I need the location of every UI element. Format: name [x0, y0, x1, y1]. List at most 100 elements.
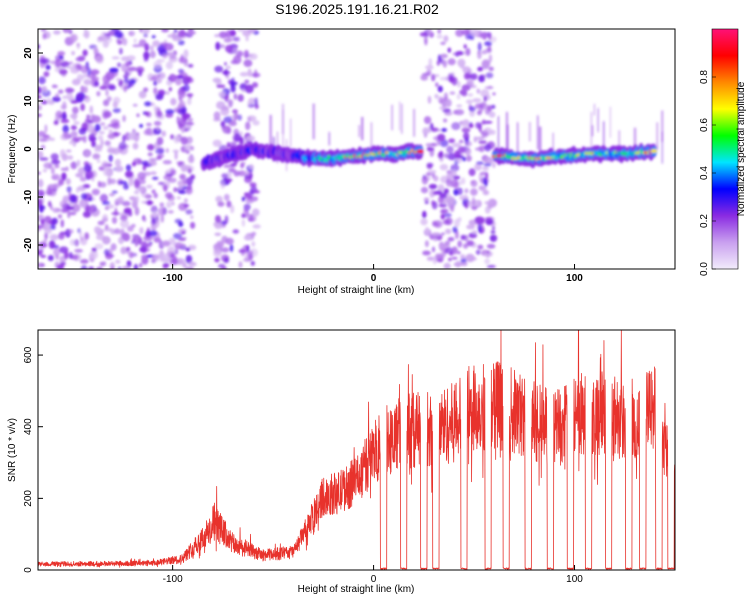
spectrogram-noise-blob [214, 223, 222, 230]
spectrogram-noise-blob [247, 100, 252, 106]
spectrogram-noise-blob [450, 164, 460, 172]
spectrogram-noise-blob [425, 65, 434, 70]
spectrogram-noise-blob [176, 115, 180, 125]
spectrogram-noise-blob [182, 178, 192, 185]
spectrogram-noise-blob [420, 186, 429, 194]
spectrogram-noise-blob [425, 226, 430, 235]
spectrogram-noise-blob [254, 97, 258, 107]
spectrogram-noise-blob [49, 137, 55, 141]
spectrogram-noise-blob [245, 135, 256, 142]
spectrogram-streak [597, 108, 599, 133]
spectrogram-noise-blob [422, 210, 427, 219]
spectrogram-noise-blob [239, 131, 243, 136]
spectrogram-noise-blob [426, 69, 432, 75]
spectrogram-noise-blob [80, 103, 85, 111]
spectrogram-noise-blob [142, 171, 152, 176]
spectrogram-noise-blob [427, 95, 432, 104]
spectrogram-noise-blob [485, 72, 494, 79]
spectrogram-noise-blob [110, 266, 115, 269]
spectrogram-noise-blob [110, 123, 119, 128]
spectrogram-noise-blob [243, 49, 250, 59]
spectrogram-noise-blob [238, 261, 243, 269]
spectrogram-noise-blob [233, 170, 241, 177]
spectrogram-noise-blob [125, 60, 131, 67]
spectrogram-noise-blob [483, 163, 492, 167]
spectrogram-noise-blob [183, 84, 190, 92]
spectrogram-noise-blob [128, 251, 134, 259]
spectrogram-noise-blob [102, 99, 110, 107]
spectrogram-noise-blob [94, 226, 101, 234]
spectrogram-noise-blob [51, 217, 58, 225]
spectrogram-noise-blob [52, 96, 61, 102]
spectrogram-noise-blob [478, 74, 485, 83]
spectrogram-noise-blob [53, 247, 61, 257]
spectrogram-noise-blob [50, 184, 59, 189]
spectrogram-noise-blob [185, 121, 195, 126]
spectrogram-noise-blob [153, 80, 158, 86]
spectrogram-noise-blob [40, 254, 47, 258]
spectrogram-noise-blob [82, 49, 88, 57]
spectrogram-noise-blob [60, 208, 69, 214]
spectrogram-noise-blob [233, 133, 241, 142]
spectrogram-noise-blob [440, 53, 448, 59]
spectrogram-noise-blob [218, 91, 227, 98]
spectrogram-noise-blob [451, 122, 461, 131]
spectrogram-noise-blob [127, 225, 134, 232]
spectrogram-noise-blob [102, 81, 111, 89]
spectrogram-noise-blob [451, 256, 458, 260]
colorbar-frame [711, 28, 739, 270]
spectrogram-noise-blob [144, 43, 150, 51]
spectrogram-noise-blob [85, 151, 90, 156]
spectrogram-noise-blob [108, 154, 113, 163]
spectrogram-noise-blob [171, 201, 175, 206]
spectrogram-noise-blob [75, 172, 84, 178]
spectrogram-noise-blob [179, 243, 186, 247]
spectrogram-noise-blob [76, 43, 80, 47]
spectrogram-noise-blob [168, 73, 177, 83]
spectrogram-noise-blob [442, 60, 447, 68]
spectrogram-noise-blob [92, 153, 101, 160]
spectrogram-x-ticks: -100 0 100 [163, 264, 583, 284]
spectrogram-noise-blob [67, 210, 71, 219]
spectrogram-noise-blob [146, 122, 152, 127]
spectrogram-noise-blob [139, 227, 144, 235]
spectrogram-noise-blob [38, 150, 44, 159]
spectrogram-noise-blob [132, 196, 138, 202]
spectrogram-noise-blob [421, 175, 429, 185]
spectrogram-noise-blob [54, 116, 61, 122]
spectrogram-noise-blob [449, 91, 456, 95]
spectrogram-noise-blob [103, 110, 112, 118]
spectrogram-noise-blob [178, 119, 186, 129]
spectrogram-noise-blob [230, 60, 238, 65]
spectrogram-noise-blob [152, 211, 158, 219]
spectrogram-noise-blob [88, 266, 95, 269]
spectrogram-noise-blob [76, 74, 84, 81]
spectrogram-noise-blob [443, 35, 449, 43]
spectrogram-streak [312, 103, 315, 140]
spectrogram-noise-blob [245, 121, 251, 131]
spectrogram-noise-blob [123, 207, 132, 215]
spectrogram-noise-blob [123, 85, 128, 93]
spectrogram-noise-blob [66, 206, 75, 211]
spectrogram-noise-blob [124, 71, 130, 79]
spectrogram-noise-blob [41, 243, 48, 247]
spectrogram-noise-blob [251, 231, 257, 236]
spectrogram-noise-blob [244, 84, 254, 94]
spectrogram-noise-blob [223, 116, 233, 124]
spectrogram-noise-blob [460, 234, 466, 241]
spectrogram-noise-blob [122, 134, 126, 143]
spectrogram-noise-blob [484, 258, 490, 265]
spectrogram-noise-blob [185, 247, 191, 252]
spectrogram-noise-blob [443, 213, 452, 218]
spectrogram-noise-blob [439, 192, 448, 199]
spectrogram-noise-blob [80, 65, 89, 74]
spectrogram-noise-blob [215, 41, 221, 51]
spectrogram-noise-blob [62, 95, 69, 100]
spectrogram-noise-blob [89, 105, 94, 114]
spectrogram-noise-blob [91, 247, 97, 252]
spectrogram-noise-blob [69, 239, 75, 246]
spectrogram-noise-blob [170, 134, 175, 140]
spectrogram-noise-blob [475, 249, 481, 255]
spectrogram-noise-blob [59, 200, 67, 208]
spectrogram-noise-blob [430, 142, 438, 147]
